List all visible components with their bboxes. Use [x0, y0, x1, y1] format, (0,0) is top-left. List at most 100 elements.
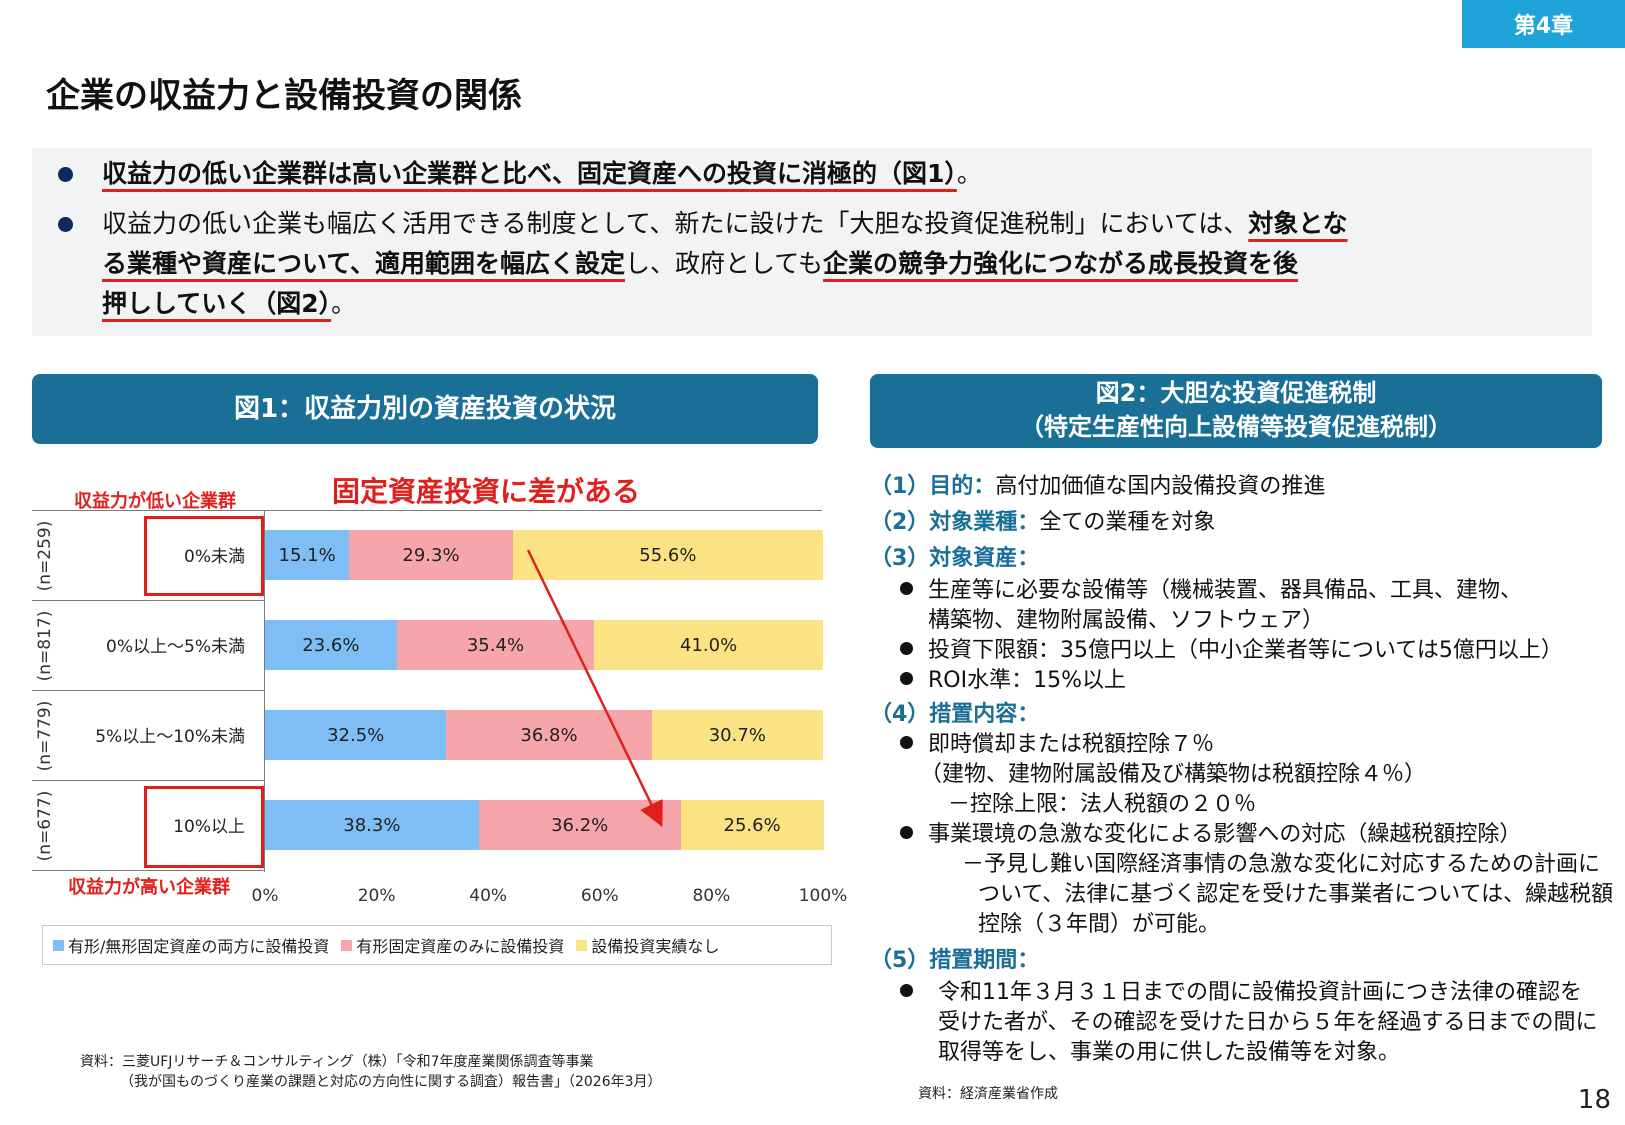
bullet-dot-icon [900, 672, 913, 685]
bar-segment: 25.6% [680, 800, 824, 850]
row-divider [32, 690, 264, 691]
x-tick-label: 40% [469, 886, 508, 906]
summary-box [32, 148, 1592, 336]
section-heading: （3）対象資産： [870, 546, 1040, 571]
bar-value-label: 36.2% [551, 814, 609, 836]
x-tick-label: 20% [357, 886, 396, 906]
row-divider [32, 870, 264, 871]
legend-label: 設備投資実績なし [591, 937, 720, 956]
summary-bullet-2: 収益力の低い企業も幅広く活用できる制度として、新たに設けた「大胆な投資促進税制」… [58, 204, 1558, 324]
chart-legend: 有形/無形固定資産の両方に設備投資 有形固定資産のみに設備投資 設備投資実績なし [42, 925, 832, 965]
bar-segment: 41.0% [594, 620, 823, 670]
summary-1-end: 。 [956, 159, 982, 188]
bullet-dot-icon [900, 582, 913, 595]
high-profit-label: 収益力が高い企業群 [68, 877, 230, 898]
section-text: 受けた者が、その確認を受けた日から５年を経過する日までの間に [938, 1010, 1598, 1035]
legend-label: 有形固定資産のみに設備投資 [356, 937, 565, 956]
section-heading: （4）措置内容： [870, 702, 1040, 727]
row-divider [32, 600, 264, 601]
summary-2-text: 収益力の低い企業も幅広く活用できる制度として、新たに設けた「大胆な投資促進税制」… [102, 209, 1249, 238]
summary-1-highlight: 収益力の低い企業群は高い企業群と比べ、固定資産への投資に消極的（図1） [102, 159, 957, 188]
category-label: 5%以上～10%未満 [95, 727, 245, 747]
x-tick-label: 0% [251, 886, 279, 906]
n-label: (n=259) [35, 520, 55, 592]
section-text: 生産等に必要な設備等（機械装置、器具備品、工具、建物、 [928, 578, 1523, 603]
section-text: －予見し難い国際経済事情の急激な変化に対応するための計画に [962, 852, 1601, 877]
section-text: 事業環境の急激な変化による影響への対応（繰越税額控除） [928, 822, 1522, 847]
bar-value-label: 55.6% [639, 544, 697, 566]
x-tick-label: 60% [580, 886, 619, 906]
bar-segment: 30.7% [651, 710, 823, 760]
bar-value-label: 29.3% [402, 544, 460, 566]
section-heading: （5）措置期間： [870, 948, 1040, 973]
chart-y-axis [264, 510, 265, 872]
section-heading: （2）対象業種： [870, 510, 1040, 535]
bullet-dot-icon [58, 167, 73, 182]
bar-value-label: 36.8% [520, 724, 578, 746]
summary-2-highlight: る業種や資産について、適用範囲を幅広く設定 [102, 249, 626, 278]
section-text: 構築物、建物附属設備、ソフトウェア） [928, 608, 1325, 633]
chapter-tag: 第4章 [1462, 0, 1625, 48]
summary-bullet-1: 収益力の低い企業群は高い企業群と比べ、固定資産への投資に消極的（図1）。 [58, 154, 1558, 194]
category-label: 0%未満 [184, 547, 245, 567]
legend-item: 有形固定資産のみに設備投資 [341, 933, 564, 957]
page-title: 企業の収益力と設備投資の関係 [46, 76, 522, 116]
bar-segment: 36.8% [446, 710, 652, 760]
bullet-dot-icon [900, 826, 913, 839]
section-text: 令和11年３月３１日までの間に設備投資計画につき法律の確認を [938, 980, 1582, 1005]
bar-segment: 38.3% [265, 800, 479, 850]
fig2-header-line: （特定生産性向上設備等投資促進税制） [1020, 413, 1452, 441]
bar-segment: 15.1% [265, 530, 350, 580]
legend-swatch [53, 939, 64, 951]
section-text: 控除（３年間）が可能。 [978, 912, 1221, 937]
fig1-source: 資料：三菱UFJリサーチ＆コンサルティング（株）「令和7年度産業関係調査等事業 … [80, 1052, 662, 1092]
summary-2-highlight: 企業の競争力強化につながる成長投資を後 [823, 249, 1299, 278]
fig1-header: 図1：収益力別の資産投資の状況 [32, 374, 818, 444]
section-text: ついて、法律に基づく認定を受けた事業者については、繰越税額 [978, 882, 1614, 907]
bar-value-label: 32.5% [327, 724, 385, 746]
bar-value-label: 38.3% [343, 814, 401, 836]
legend-item: 有形/無形固定資産の両方に設備投資 [53, 933, 329, 957]
summary-2-text: し、政府としても [625, 249, 824, 278]
bar-value-label: 15.1% [278, 544, 336, 566]
highlight-box-low [144, 516, 264, 596]
section-heading: （1）目的： [870, 474, 996, 499]
bullet-dot-icon [58, 217, 73, 232]
row-divider [32, 780, 264, 781]
bar-segment: 29.3% [349, 530, 513, 580]
chart-top-rule [32, 510, 822, 511]
legend-item: 設備投資実績なし [576, 933, 719, 957]
bar-segment: 35.4% [396, 620, 595, 670]
category-label: 10%以上 [173, 817, 245, 837]
bar-segment: 23.6% [265, 620, 397, 670]
summary-2-highlight: 対象とな [1248, 209, 1348, 238]
bullet-dot-icon [900, 736, 913, 749]
legend-label: 有形/無形固定資産の両方に設備投資 [68, 937, 330, 956]
fig1-source-line: （我が国ものづくり産業の課題と対応の方向性に関する調査）報告書」（2026年3月… [120, 1074, 662, 1090]
bar-value-label: 30.7% [708, 724, 766, 746]
n-label: (n=677) [35, 790, 55, 862]
summary-2-highlight: 押ししていく（図2） [102, 289, 332, 318]
legend-swatch [341, 939, 353, 951]
n-label: (n=817) [35, 610, 55, 682]
bullet-dot-icon [900, 984, 913, 997]
bar-value-label: 35.4% [466, 634, 525, 656]
bar-value-label: 41.0% [680, 634, 738, 656]
low-profit-label: 収益力が低い企業群 [74, 491, 236, 512]
bar-segment: 55.6% [512, 530, 823, 580]
section-text: （建物、建物附属設備及び構築物は税額控除４％） [920, 762, 1427, 787]
bar-segment: 32.5% [265, 710, 447, 760]
fig2-header-line: 図2：大胆な投資促進税制 [1095, 379, 1377, 407]
legend-swatch [576, 939, 588, 951]
n-label: (n=779) [35, 700, 55, 772]
fig1-source-line: 資料：三菱UFJリサーチ＆コンサルティング（株）「令和7年度産業関係調査等事業 [80, 1054, 594, 1070]
summary-2-end: 。 [331, 289, 357, 318]
page-number: 18 [1577, 1085, 1611, 1115]
bar-segment: 36.2% [478, 800, 681, 850]
section-text: 即時償却または税額控除７％ [928, 732, 1215, 757]
fig2-header: 図2：大胆な投資促進税制 （特定生産性向上設備等投資促進税制） [870, 374, 1602, 448]
x-tick-label: 100% [798, 886, 848, 906]
category-label: 0%以上～5%未満 [106, 637, 245, 657]
section-text: ROI水準：15%以上 [928, 668, 1126, 693]
bar-value-label: 23.6% [302, 634, 360, 656]
